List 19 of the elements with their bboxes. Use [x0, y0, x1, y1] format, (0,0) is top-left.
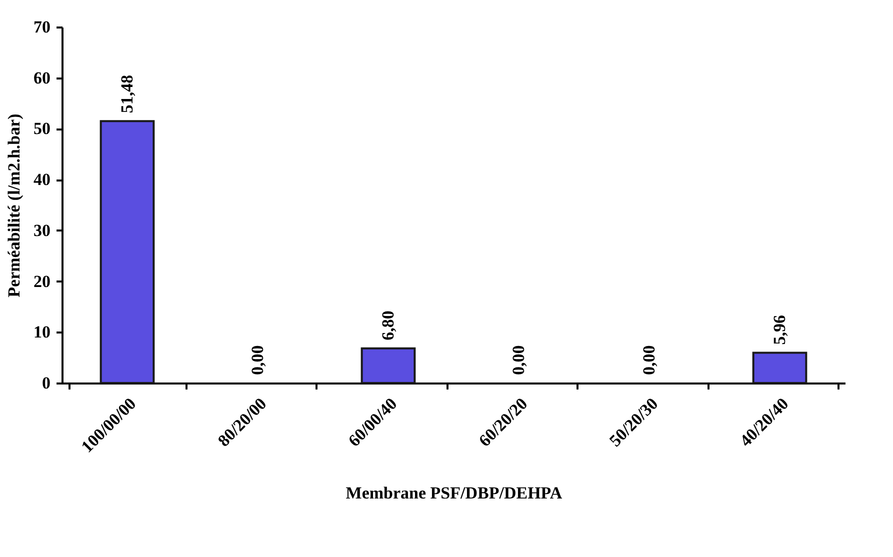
x-axis-title: Membrane PSF/DBP/DEHPA [346, 484, 563, 503]
y-tick-label: 30 [34, 220, 50, 240]
bar [752, 352, 808, 384]
y-tick-label: 50 [34, 119, 50, 138]
data-label: 6,80 [378, 310, 398, 340]
y-tick-label: 10 [34, 322, 50, 342]
bar [100, 120, 155, 384]
data-label: 0,00 [639, 345, 658, 375]
data-label: 5,96 [770, 314, 789, 345]
y-tick-label: 70 [34, 18, 50, 36]
data-label: 51,48 [117, 74, 136, 114]
data-label: 0,00 [508, 345, 528, 375]
y-tick-label: 0 [42, 374, 50, 392]
bar [360, 347, 416, 384]
y-tick-label: 40 [34, 170, 50, 190]
y-tick-label: 60 [34, 68, 50, 88]
data-label: 0,00 [248, 345, 267, 375]
y-tick-label: 20 [34, 272, 50, 291]
y-axis-title: Perméabilité (l/m2.h.bar) [4, 114, 24, 298]
